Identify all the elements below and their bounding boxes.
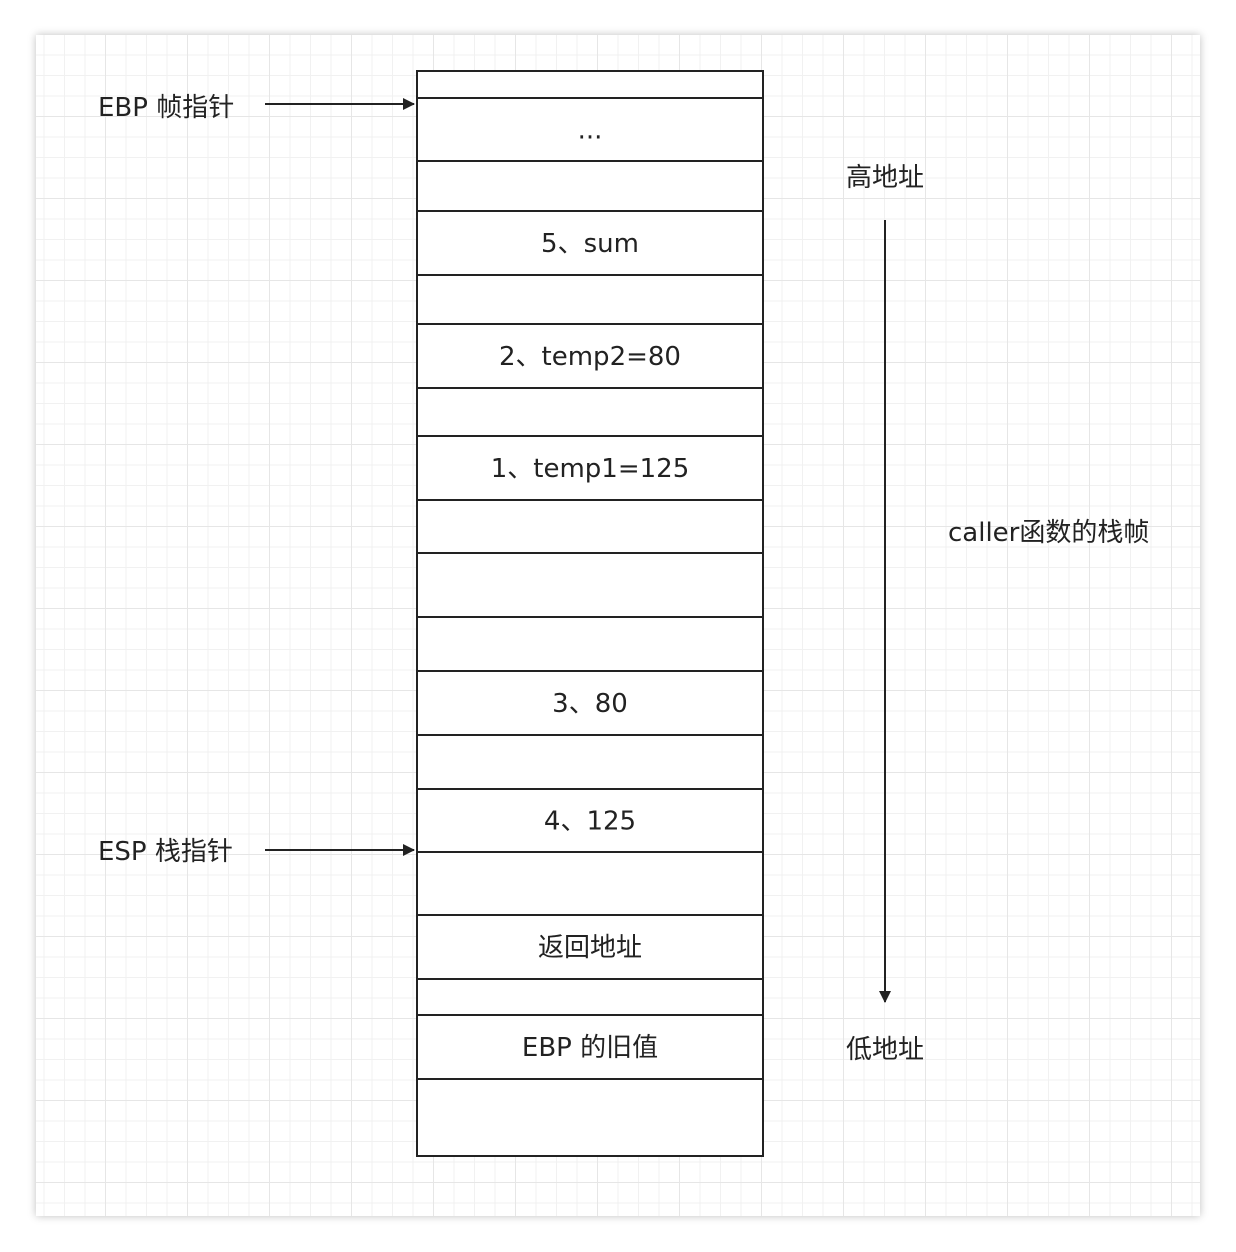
stack-cell-label-old-ebp: EBP 的旧值: [522, 1033, 658, 1063]
stack-cell-label-ellipsis: ...: [578, 116, 603, 146]
esp-pointer-label: ESP 栈指针: [98, 837, 233, 867]
stack-cell-old-ebp: [416, 1014, 764, 1080]
stack-cell-blank-8: [416, 851, 764, 916]
stack-cell-blank-7: [416, 734, 764, 790]
stack-cell-blank-5: [416, 552, 764, 618]
stack-cell-label-return-address: 返回地址: [538, 933, 642, 963]
stack-cell-blank-10: [416, 1078, 764, 1157]
caller-frame-label: caller函数的栈帧: [948, 518, 1149, 548]
stack-cell-arg-80: [416, 670, 764, 736]
low-address-label: 低地址: [846, 1035, 924, 1065]
stack-cell-temp2: [416, 323, 764, 389]
ebp-pointer-label: EBP 帧指针: [98, 93, 234, 123]
stack-cell-blank-9: [416, 978, 764, 1016]
stack-cell-label-temp1: 1、temp1=125: [491, 454, 690, 484]
stack-cell-label-arg-80: 3、80: [552, 689, 628, 719]
stack-cell-sum: [416, 210, 764, 276]
stack-column: ... 5、sum 2、temp2=80 1、temp1=125 3、80 4、125 返回…: [416, 70, 764, 1157]
stack-cell-label-arg-125: 4、125: [544, 807, 636, 837]
stack-cell-blank-3: [416, 387, 764, 437]
stack-cell-blank-6: [416, 616, 764, 672]
stack-cell-temp1: [416, 435, 764, 501]
stack-cell-top-edge: [416, 70, 764, 99]
stack-cell-blank-1: [416, 160, 764, 212]
stack-cell-blank-4: [416, 499, 764, 554]
stack-cell-return-address: [416, 914, 764, 980]
stack-cell-arg-125: [416, 788, 764, 853]
high-address-label: 高地址: [846, 163, 924, 193]
stack-cell-label-temp2: 2、temp2=80: [499, 342, 681, 372]
stack-cell-blank-2: [416, 274, 764, 325]
stack-cell-label-sum: 5、sum: [541, 229, 639, 259]
